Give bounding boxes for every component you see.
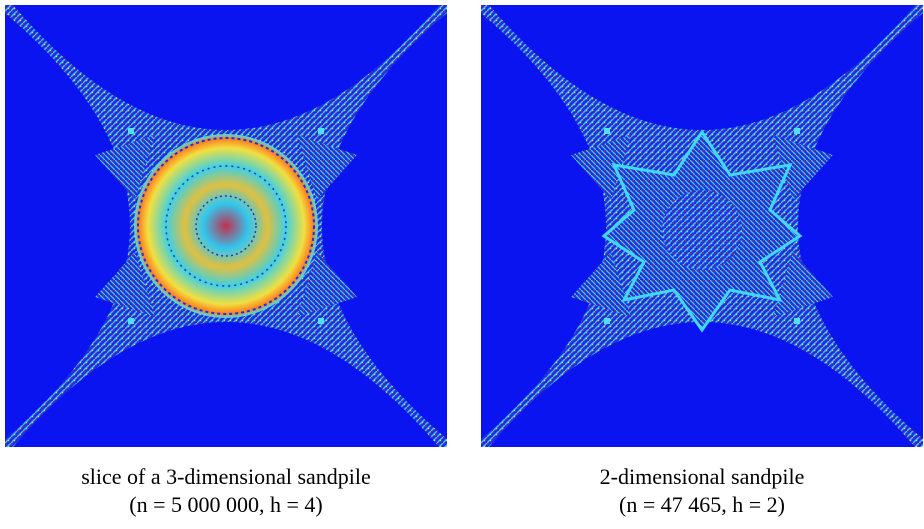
caption-title: 2-dimensional sandpile bbox=[600, 464, 805, 489]
figure: slice of a 3-dimensional sandpile (n = 5… bbox=[0, 0, 924, 529]
image-2d bbox=[481, 5, 923, 447]
image-3d bbox=[5, 5, 447, 447]
caption-params: (n = 5 000 000, h = 4) bbox=[129, 492, 322, 517]
page: slice of a 3-dimensional sandpile (n = 5… bbox=[0, 0, 924, 529]
caption-title: slice of a 3-dimensional sandpile bbox=[81, 464, 371, 489]
caption-params: (n = 47 465, h = 2) bbox=[619, 492, 785, 517]
